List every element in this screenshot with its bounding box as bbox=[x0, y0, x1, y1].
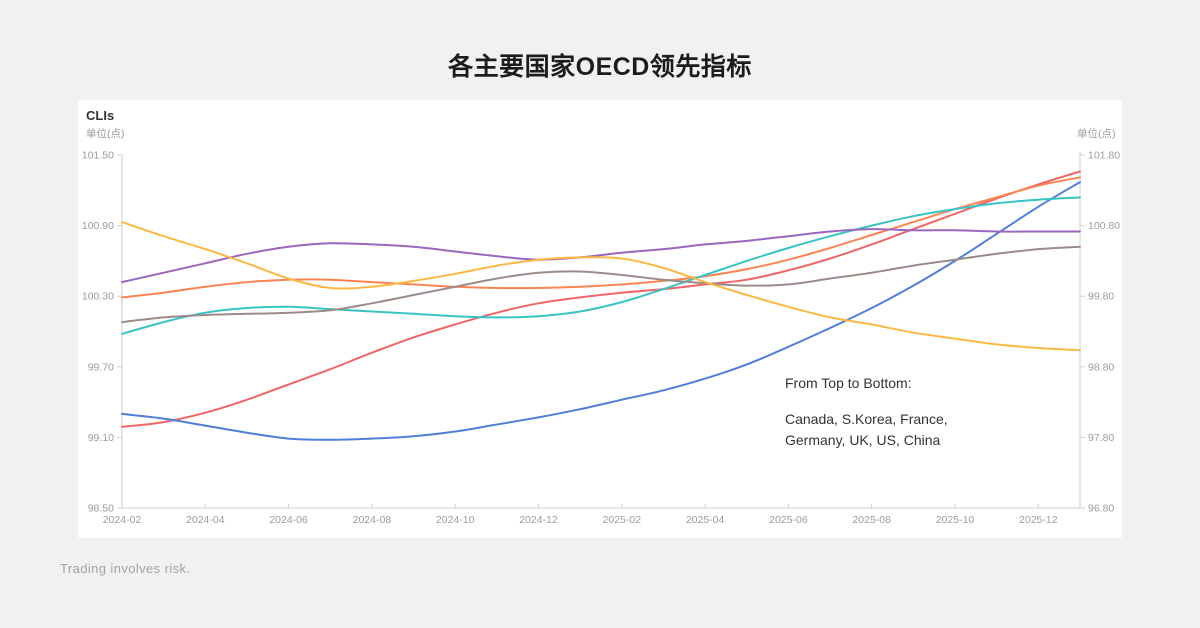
svg-text:96.80: 96.80 bbox=[1088, 503, 1114, 515]
annotation-heading: From Top to Bottom: bbox=[785, 375, 912, 391]
annotation-country-order: Canada, S.Korea, France, Germany, UK, US… bbox=[785, 410, 948, 449]
svg-text:101.50: 101.50 bbox=[82, 150, 114, 162]
svg-text:2025-04: 2025-04 bbox=[686, 514, 725, 526]
series-line-canada bbox=[121, 170, 1081, 428]
svg-text:2024-08: 2024-08 bbox=[353, 514, 392, 526]
svg-text:2024-06: 2024-06 bbox=[269, 514, 308, 526]
series-line-germany bbox=[121, 196, 1081, 335]
series-line-china bbox=[121, 221, 1081, 352]
chart-card: 101.50 100.90 100.30 99.70 99.10 98.50 101.80 1… bbox=[78, 100, 1122, 538]
svg-text:2025-02: 2025-02 bbox=[603, 514, 642, 526]
page-title: 各主要国家OECD领先指标 bbox=[448, 53, 752, 81]
svg-text:2025-10: 2025-10 bbox=[936, 514, 975, 526]
right-axis-unit-label: 单位(点) bbox=[1077, 128, 1116, 140]
svg-text:98.50: 98.50 bbox=[88, 503, 114, 515]
svg-text:2025-08: 2025-08 bbox=[852, 514, 891, 526]
svg-text:98.80: 98.80 bbox=[1088, 361, 1114, 373]
oecd-cli-line-chart: 101.50 100.90 100.30 99.70 99.10 98.50 101.80 1… bbox=[82, 150, 1120, 527]
svg-text:101.80: 101.80 bbox=[1088, 150, 1120, 162]
svg-text:99.70: 99.70 bbox=[88, 361, 114, 373]
series-line-france bbox=[121, 181, 1081, 441]
series-line-skorea bbox=[121, 176, 1081, 299]
series-line-us bbox=[121, 245, 1081, 324]
svg-text:100.30: 100.30 bbox=[82, 291, 114, 303]
left-axis-unit-label: 单位(点) bbox=[86, 128, 125, 140]
svg-text:2024-04: 2024-04 bbox=[186, 514, 225, 526]
chart-annotation: From Top to Bottom: Canada, S.Korea, Fra… bbox=[785, 373, 985, 452]
svg-text:2025-06: 2025-06 bbox=[769, 514, 808, 526]
svg-text:2024-12: 2024-12 bbox=[519, 514, 558, 526]
svg-text:99.10: 99.10 bbox=[88, 432, 114, 444]
svg-text:2024-02: 2024-02 bbox=[103, 514, 142, 526]
svg-text:100.80: 100.80 bbox=[1088, 220, 1120, 232]
series-line-uk bbox=[121, 228, 1081, 284]
svg-text:2025-12: 2025-12 bbox=[1019, 514, 1058, 526]
svg-text:99.80: 99.80 bbox=[1088, 291, 1114, 303]
svg-text:97.80: 97.80 bbox=[1088, 432, 1114, 444]
svg-text:100.90: 100.90 bbox=[82, 220, 114, 232]
svg-text:2024-10: 2024-10 bbox=[436, 514, 475, 526]
chart-series-group-label: CLIs bbox=[86, 108, 115, 123]
disclaimer-text: Trading involves risk. bbox=[60, 561, 191, 576]
